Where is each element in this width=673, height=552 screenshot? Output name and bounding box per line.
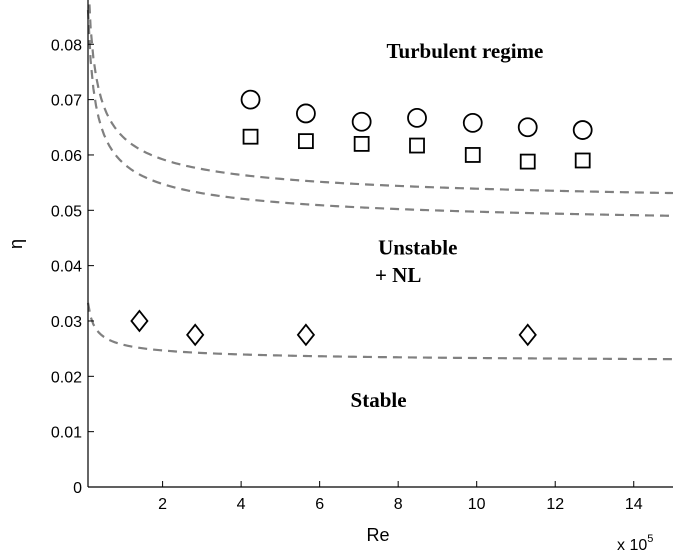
circle-marker [462,112,483,133]
x-axis-label: Re [366,525,389,545]
y-tick-label: 0.06 [51,148,82,165]
fit-curves [86,0,673,361]
diamond-marker [130,309,149,333]
y-tick-label: 0.04 [51,259,82,276]
y-tick-label: 0.03 [51,314,82,331]
y-tick-label: 0.07 [51,93,82,110]
plot-area [88,0,673,487]
fit-curve-3 [86,302,673,361]
square-marker [464,147,481,163]
x-tick-label: 2 [158,496,167,513]
region-label: Unstable [378,236,457,260]
square-marker [574,152,591,169]
diamond-marker [186,323,205,347]
y-tick-label: 0.05 [51,203,82,220]
diamond-marker [518,323,537,347]
x-multiplier-label: x 105 [617,533,653,552]
x-tick-label: 6 [315,496,324,513]
x-tick-label: 12 [546,496,564,513]
circle-marker [572,120,593,140]
square-marker [409,137,425,154]
x-tick-label: 8 [394,496,403,513]
square-marker [519,153,536,170]
square-marker [353,135,370,152]
x-tick-label: 10 [468,496,486,513]
circle-marker [351,111,372,132]
circle-marker [407,107,427,128]
x-multiplier-base: x 10 [617,537,647,552]
y-axis-label: η [6,239,26,249]
square-marker [298,133,314,150]
axis-ticks: 2 4 6 8 10 12 14 0 0.01 0.02 0.03 0.04 0.05 0.06 0.07 0… [51,37,643,513]
circle-marker [517,117,538,138]
annotations: Turbulent regime Unstable + NL Stable [351,39,544,412]
circle-marker [240,89,261,110]
circle-marker [296,103,316,124]
y-tick-label: 0.08 [51,37,82,54]
x-multiplier-exponent: 5 [647,533,653,545]
region-label: Turbulent regime [386,39,543,63]
fit-curve-1 [88,0,673,195]
y-tick-label: 0.01 [51,425,82,442]
data-markers [130,89,593,347]
square-marker [242,128,259,145]
y-tick-label: 0 [73,480,82,497]
region-label: Stable [351,388,407,412]
diamond-marker [296,323,316,347]
x-tick-label: 14 [625,496,643,513]
fit-curve-2 [86,10,673,217]
x-tick-label: 4 [237,496,246,513]
region-label: + NL [375,263,421,287]
y-tick-label: 0.02 [51,369,82,386]
